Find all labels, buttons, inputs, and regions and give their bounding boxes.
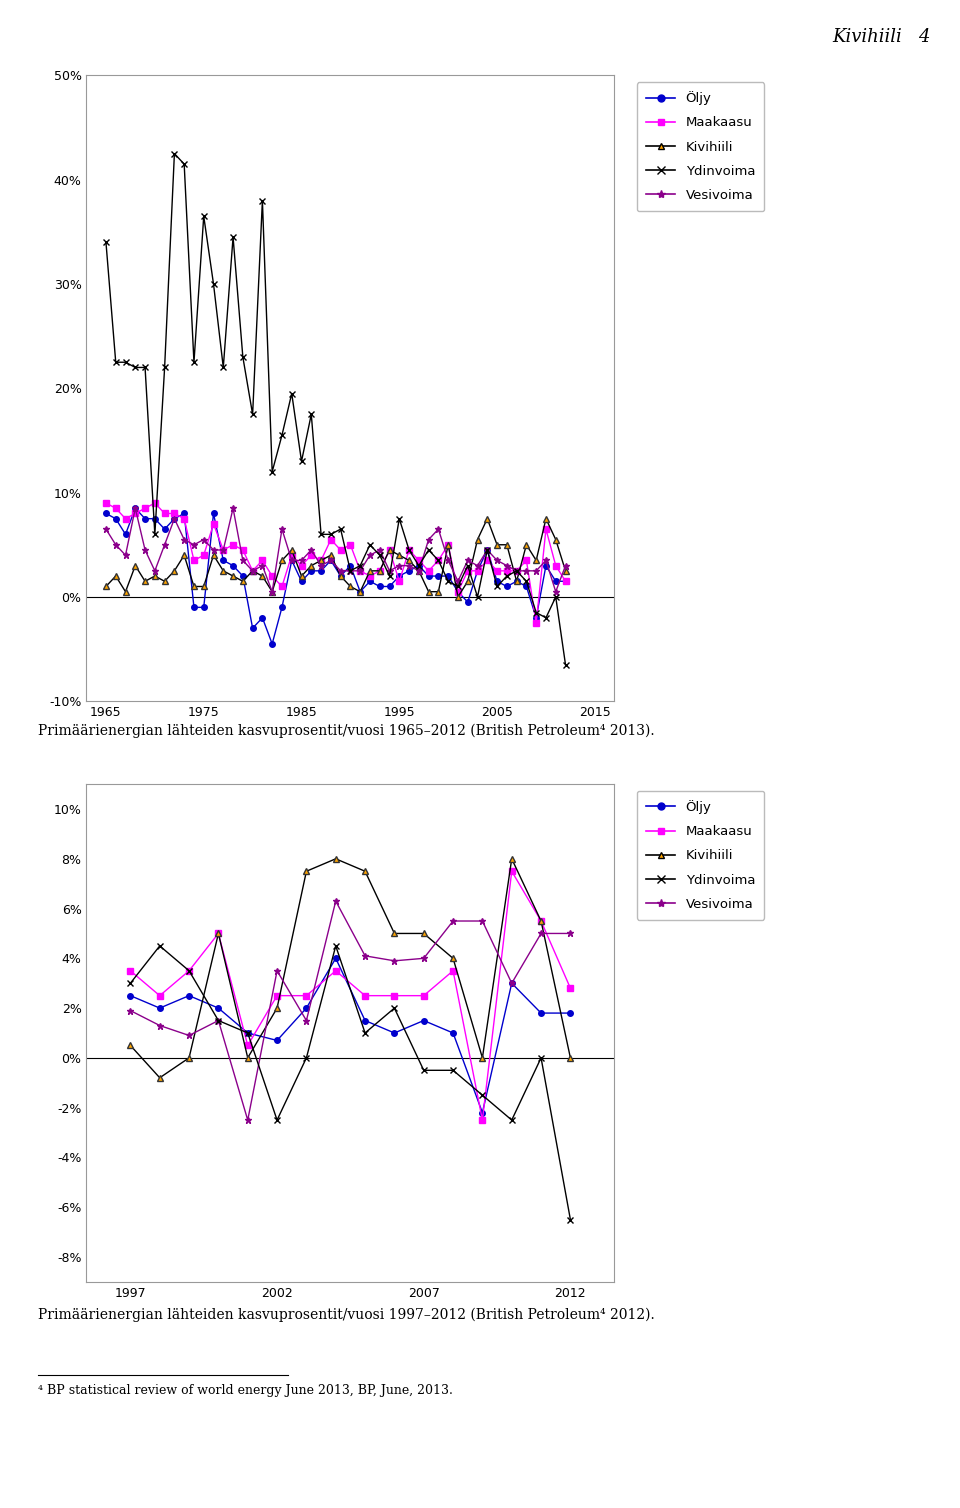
Text: ⁴ BP statistical review of world energy June 2013, BP, June, 2013.: ⁴ BP statistical review of world energy … (38, 1384, 453, 1398)
Legend: Öljy, Maakaasu, Kivihiili, Ydinvoima, Vesivoima: Öljy, Maakaasu, Kivihiili, Ydinvoima, Ve… (636, 790, 764, 920)
Text: Primäärienergian lähteiden kasvuprosentit/vuosi 1997–2012 (British Petroleum⁴ 20: Primäärienergian lähteiden kasvuprosenti… (38, 1307, 655, 1323)
Legend: Öljy, Maakaasu, Kivihiili, Ydinvoima, Vesivoima: Öljy, Maakaasu, Kivihiili, Ydinvoima, Ve… (636, 81, 764, 211)
Text: Kivihiili   4: Kivihiili 4 (832, 27, 931, 45)
Text: Primäärienergian lähteiden kasvuprosentit/vuosi 1965–2012 (British Petroleum⁴ 20: Primäärienergian lähteiden kasvuprosenti… (38, 724, 655, 739)
